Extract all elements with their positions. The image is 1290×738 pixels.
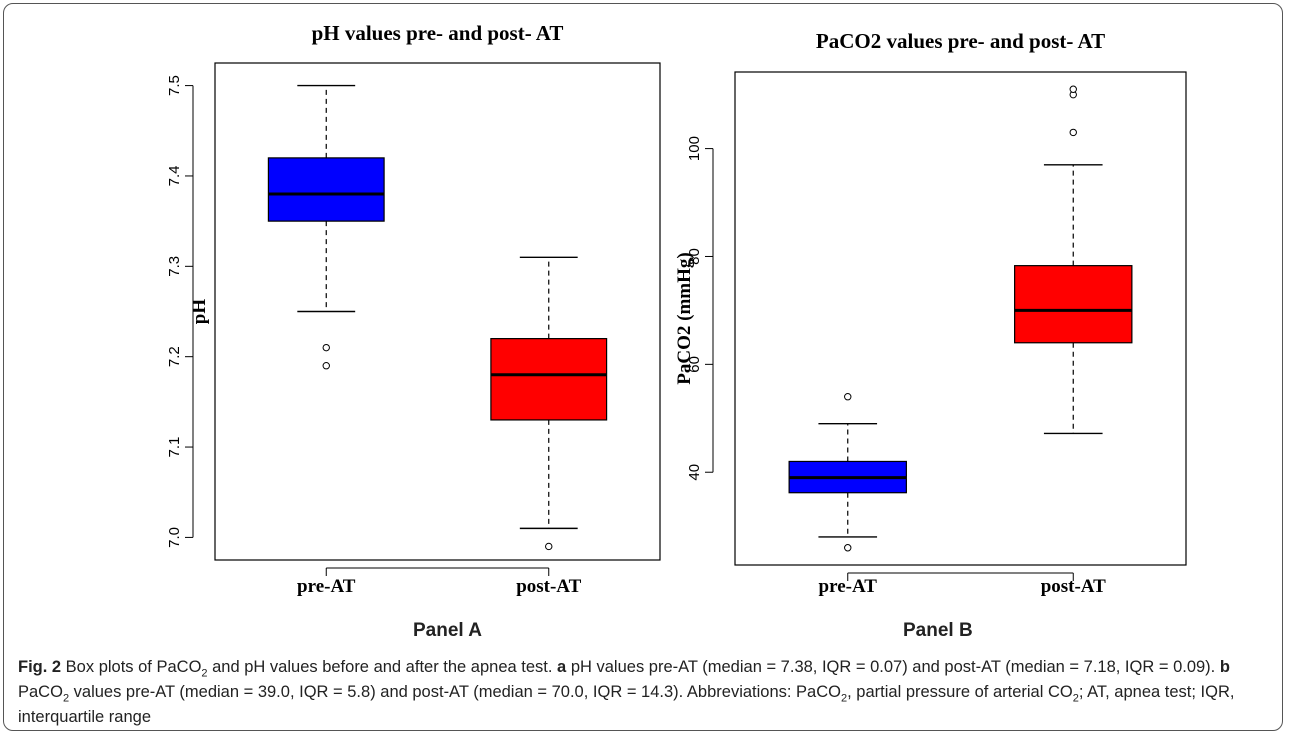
caption-tail-text: ; AT, apnea test; IQR, interquartile ran… <box>18 683 1235 726</box>
chart2-post-at-box <box>1014 265 1133 344</box>
caption-b-text: values pre-AT (median = 39.0, IQR = 5.8)… <box>69 683 841 701</box>
chart1-ytick-label-1: 7.1 <box>166 437 183 458</box>
caption-fig-label: Fig. 2 <box>18 658 62 676</box>
chart2-pre-at-outlier-0 <box>844 393 852 401</box>
chart2-ylabel: PaCO2 (mmHg) <box>674 252 695 384</box>
chart1-title: pH values pre- and post- AT <box>312 21 564 45</box>
chart2-ytick-label-2: 80 <box>686 248 703 265</box>
caption-sub-2: 2 <box>62 692 70 705</box>
chart1-ytick-label-0: 7.0 <box>166 527 183 548</box>
panel-b-label: Panel B <box>903 620 973 641</box>
chart1-ytick-label-3: 7.3 <box>166 256 183 277</box>
chart1-pre-at-outlier-1 <box>322 362 330 370</box>
chart1-ytick-label-5: 7.5 <box>166 75 183 96</box>
chart1-ytick-label-4: 7.4 <box>166 166 183 187</box>
chart2-title: PaCO2 values pre- and post- AT <box>816 29 1105 53</box>
chart1-pre-at-box <box>267 157 385 222</box>
caption-abbr-text: , partial pressure of arterial CO <box>847 683 1073 701</box>
chart1-pre-at-outlier-0 <box>322 343 330 352</box>
chart2-ytick-label-3: 100 <box>686 136 703 161</box>
chart2-plot-frame <box>734 71 1187 566</box>
caption-text-2: and pH values before and after the apnea… <box>207 658 558 676</box>
chart2-xtick-label-0: pre-AT <box>819 576 878 597</box>
chart1-ytick-label-2: 7.2 <box>166 346 183 367</box>
caption-b-pre: PaCO <box>18 683 63 701</box>
caption-a-text: pH values pre-AT (median = 7.38, IQR = 0… <box>566 658 1220 676</box>
chart2-xtick-label-1: post-AT <box>1041 576 1106 597</box>
chart1-post-at-outlier-0 <box>545 542 553 551</box>
figure-caption: Fig. 2 Box plots of PaCO2 and pH values … <box>18 655 1268 730</box>
caption-a-label: a <box>557 658 567 676</box>
chart2-post-at-outlier-0 <box>1069 128 1077 137</box>
caption-sub-1: 2 <box>201 667 208 680</box>
chart1-ylabel: pH <box>189 299 210 325</box>
caption-sub-4: 2 <box>1072 692 1079 705</box>
caption-sub-3: 2 <box>841 692 848 705</box>
caption-b-label: b <box>1219 658 1230 676</box>
chart2-post-at-outlier-2 <box>1069 85 1077 93</box>
chart2-ytick-label-0: 40 <box>686 464 703 481</box>
chart2-ytick-label-1: 60 <box>686 356 703 373</box>
charts-canvas: pH values pre- and post- AT pH 7.0 7.1 7.2 7.… <box>166 21 1187 597</box>
caption-text-1: Box plots of PaCO <box>61 658 202 676</box>
chart1-xtick-label-1: post-AT <box>516 576 581 597</box>
chart2-pre-at-outlier-1 <box>844 544 852 552</box>
chart1-xtick-label-0: pre-AT <box>297 576 356 597</box>
panel-a-label: Panel A <box>413 620 482 641</box>
chart1-plot-frame <box>214 62 661 561</box>
figure-frame <box>3 3 1283 731</box>
chart1-post-at-box <box>490 338 608 421</box>
